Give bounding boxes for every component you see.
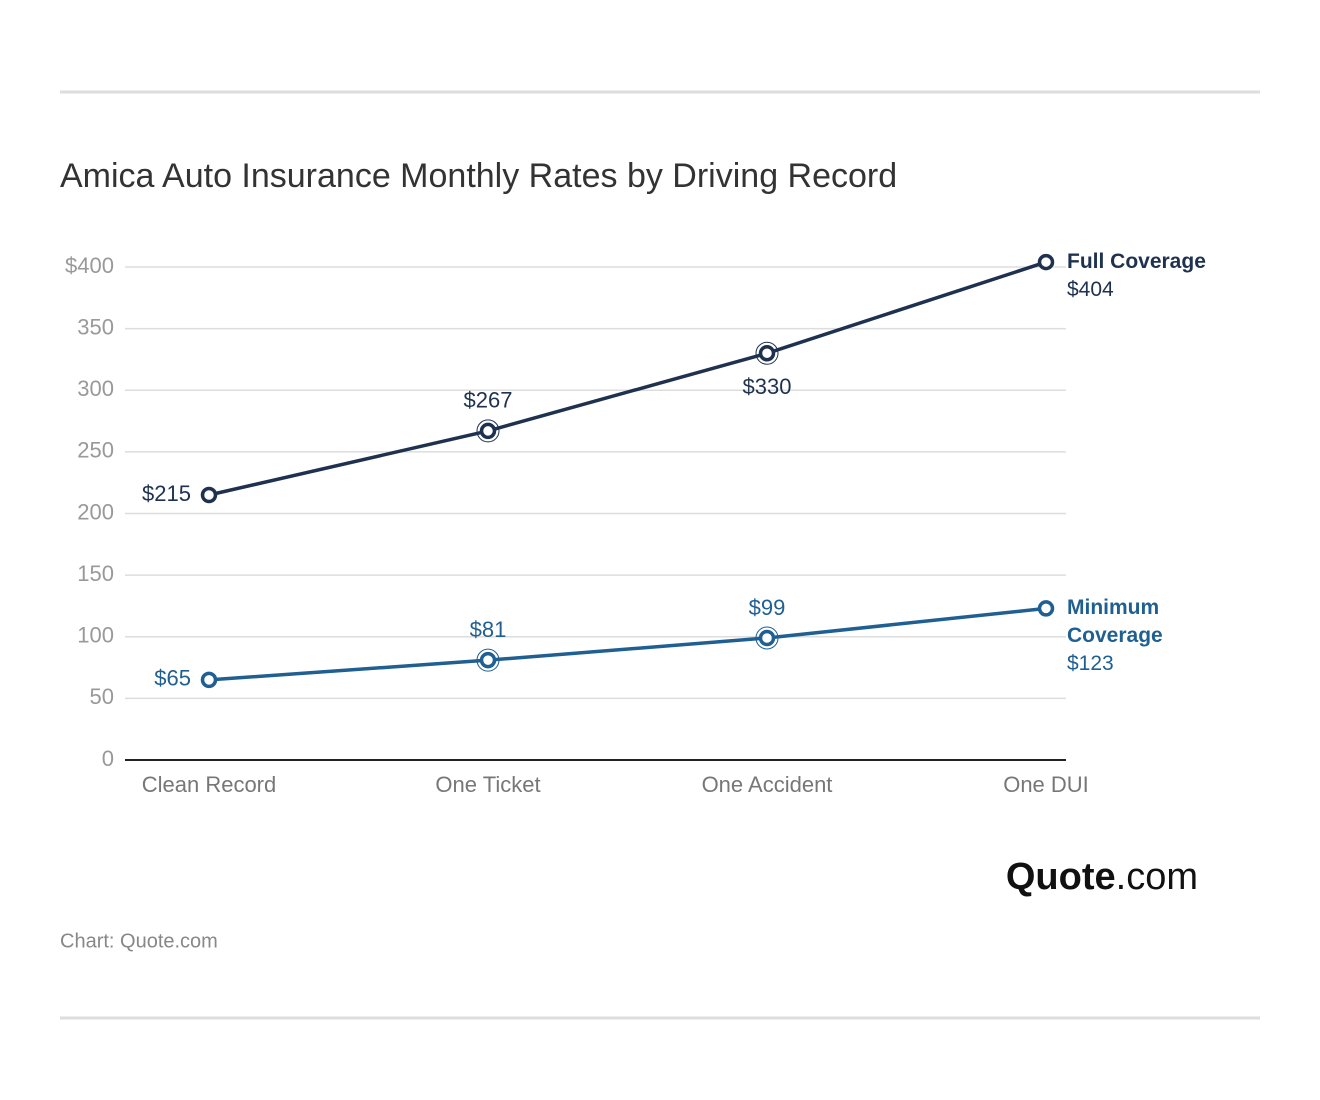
end-label: Minimum Coverage $123 <box>1067 594 1222 678</box>
source: Chart: Quote.com <box>60 930 218 952</box>
point-halo <box>476 419 500 443</box>
point-halo <box>755 626 779 650</box>
value-label: $267 <box>464 388 513 413</box>
point <box>479 651 497 669</box>
y-tick-label: 0 <box>102 746 114 771</box>
value-label: $215 <box>142 481 191 506</box>
x-tick-label: Clean Record <box>142 772 277 797</box>
point <box>758 345 776 362</box>
x-tick-label: One DUI <box>1003 772 1089 797</box>
point <box>200 486 218 504</box>
legend-label: Minimum Coverage <box>1067 596 1163 648</box>
y-tick-label: 50 <box>90 684 114 709</box>
value-label: $99 <box>749 595 786 620</box>
point-halo <box>476 648 500 672</box>
point <box>758 629 776 647</box>
point <box>1037 600 1055 617</box>
y-tick-label: 250 <box>77 438 114 463</box>
y-tick-label: 350 <box>77 314 114 339</box>
y-tick-label: 150 <box>77 561 114 586</box>
value-label: $330 <box>743 374 792 399</box>
x-tick-label: One Accident <box>702 772 833 797</box>
logo: Quote.com <box>1006 856 1198 898</box>
end-label: Full Coverage $404 <box>1067 248 1222 304</box>
value-label: $404 <box>1067 278 1114 302</box>
series-line <box>208 606 1047 682</box>
legend-label: Full Coverage <box>1067 250 1206 274</box>
point <box>479 422 497 440</box>
y-tick-label: 100 <box>77 623 114 648</box>
point <box>1037 253 1055 271</box>
y-tick-label: $400 <box>65 253 114 278</box>
chart-title: Amica Auto Insurance Monthly Rates by Dr… <box>60 157 897 195</box>
value-label: $123 <box>1067 652 1114 676</box>
series-line <box>208 260 1047 497</box>
logo-suffix: .com <box>1116 856 1198 898</box>
y-tick-label: 300 <box>77 376 114 401</box>
value-label: $65 <box>154 666 191 691</box>
point-halo <box>755 341 779 365</box>
point <box>200 671 218 689</box>
value-label: $81 <box>470 617 507 642</box>
x-tick-label: One Ticket <box>435 772 540 797</box>
y-tick-label: 200 <box>77 499 114 524</box>
logo-main: Quote <box>1006 856 1116 898</box>
